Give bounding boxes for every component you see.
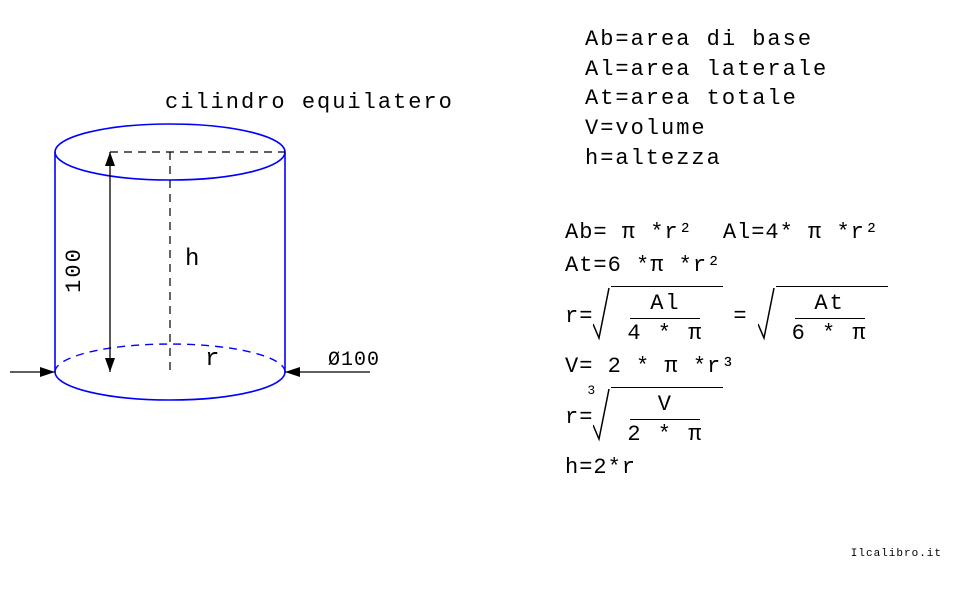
cylinder-bottom-front bbox=[55, 372, 285, 400]
label-r: r bbox=[205, 346, 221, 373]
arrow-left-in-icon bbox=[40, 367, 55, 377]
formula-h: h=2*r bbox=[565, 455, 888, 480]
frac-at-den: 6 * π bbox=[782, 319, 878, 346]
arrow-up-icon bbox=[105, 152, 115, 166]
label-h: h bbox=[185, 246, 201, 273]
arrow-right-in-icon bbox=[285, 367, 300, 377]
def-h: h=altezza bbox=[585, 144, 828, 174]
page-root: cilindro equilatero 100 h r Ø100 Ab=area… bbox=[0, 0, 977, 590]
formula-v: V= 2 * π *r³ bbox=[565, 354, 888, 379]
formula-al: Al=4* π *r² bbox=[723, 220, 879, 245]
def-al: Al=area laterale bbox=[585, 55, 828, 85]
sqrt-sign-icon bbox=[593, 286, 611, 346]
watermark: Ilcalibro.it bbox=[851, 548, 942, 560]
formula-ab-al: Ab= π *r² Al=4* π *r² bbox=[565, 220, 888, 245]
frac-al-num: Al bbox=[630, 291, 700, 319]
sqrt-sign-icon bbox=[758, 286, 776, 346]
formula-eq: = bbox=[733, 304, 747, 329]
def-ab: Ab=area di base bbox=[585, 25, 828, 55]
sqrt-al: Al 4 * π bbox=[593, 286, 723, 346]
frac-v-den: 2 * π bbox=[617, 420, 713, 447]
frac-at-num: At bbox=[795, 291, 865, 319]
formula-r2: r= 3 V 2 * π bbox=[565, 387, 888, 447]
label-diameter: Ø100 bbox=[328, 349, 380, 372]
definitions-block: Ab=area di base Al=area laterale At=area… bbox=[585, 25, 828, 173]
def-v: V=volume bbox=[585, 114, 828, 144]
cylinder-diagram: 100 h r Ø100 bbox=[10, 80, 470, 460]
formulas-block: Ab= π *r² Al=4* π *r² At=6 *π *r² r= Al … bbox=[565, 220, 888, 488]
arrow-down-icon bbox=[105, 358, 115, 372]
formula-r1-prefix: r= bbox=[565, 304, 593, 329]
sqrt-sign-icon bbox=[593, 387, 611, 447]
formula-r1: r= Al 4 * π = At bbox=[565, 286, 888, 346]
cbrt-v: 3 V 2 * π bbox=[593, 387, 723, 447]
frac-al-den: 4 * π bbox=[617, 319, 713, 346]
def-at: At=area totale bbox=[585, 84, 828, 114]
label-height-value: 100 bbox=[62, 247, 87, 293]
sqrt-at: At 6 * π bbox=[758, 286, 888, 346]
frac-v-num: V bbox=[630, 392, 700, 420]
formula-at: At=6 *π *r² bbox=[565, 253, 888, 278]
formula-ab: Ab= π *r² bbox=[565, 220, 693, 245]
formula-r2-prefix: r= bbox=[565, 405, 593, 430]
